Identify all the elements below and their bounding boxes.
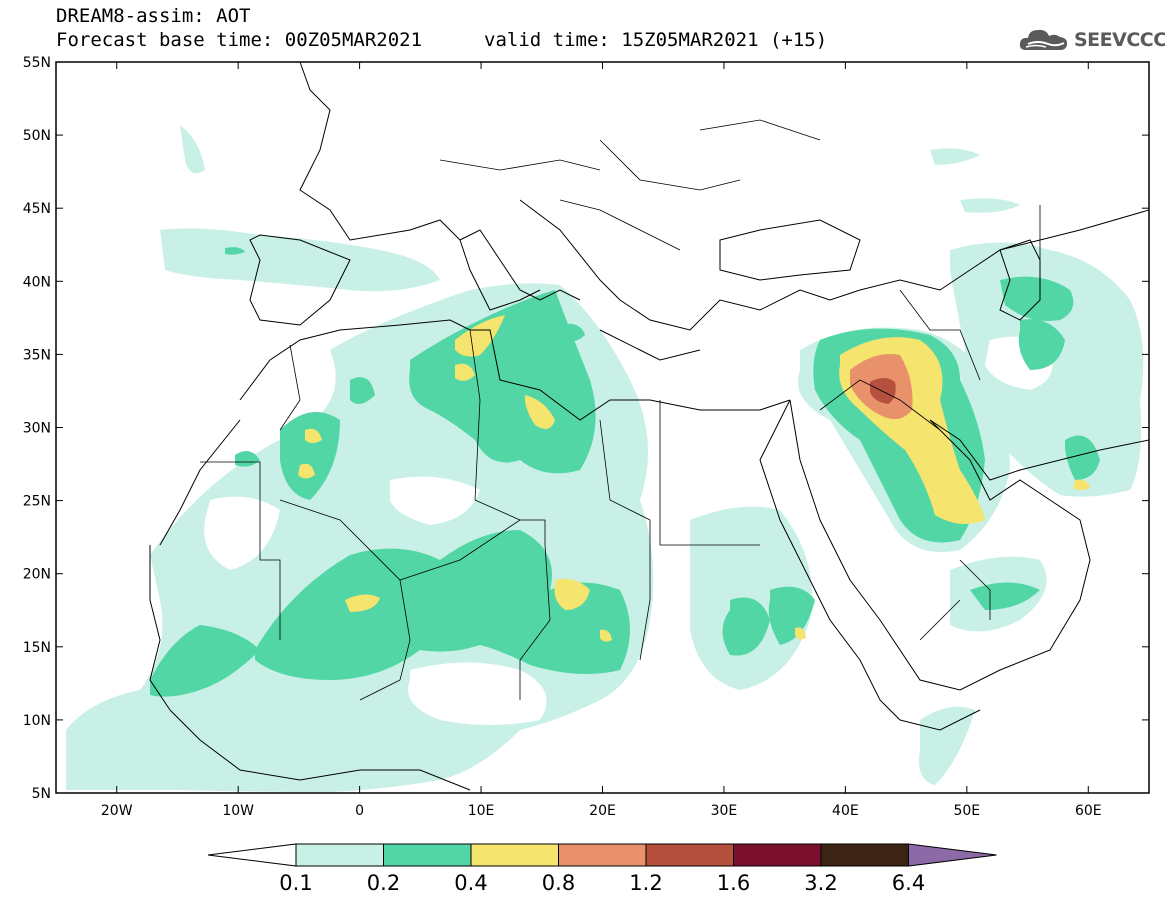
colorbar-swatch (558, 843, 647, 867)
aot-below-0.1-holes (204, 336, 1053, 725)
colorbar-swatch (733, 843, 822, 867)
coastlines (149, 62, 1149, 791)
lat-tick-label: 45N (23, 201, 51, 217)
lon-tick-label: 10E (468, 803, 495, 819)
lat-tick-label: 30N (23, 421, 51, 437)
colorbar-label: 6.4 (892, 871, 925, 895)
logo-text: SEEVCCC (1074, 29, 1165, 51)
lat-tick-label: 50N (23, 128, 51, 144)
colorbar-label: 0.8 (542, 871, 575, 895)
colorbar-label: 1.2 (629, 871, 662, 895)
lon-tick-label: 60E (1075, 803, 1102, 819)
lon-tick-label: 20E (589, 803, 616, 819)
longitude-axis: 20W 10W 0 10E 20E 30E 40E 50E 60E (101, 62, 1102, 819)
lon-tick-label: 0 (355, 803, 364, 819)
lon-tick-label: 50E (953, 803, 980, 819)
base-time: Forecast base time: 00Z05MAR2021 (56, 29, 423, 51)
colorbar-swatch (820, 843, 909, 867)
colorbar-label: 0.4 (454, 871, 487, 895)
lon-tick-label: 20W (101, 803, 133, 819)
lon-tick-label: 30E (711, 803, 738, 819)
lat-tick-label: 40N (23, 274, 51, 290)
colorbar-high-triangle (908, 843, 997, 867)
country-borders (200, 119, 1041, 701)
lat-tick-label: 25N (23, 494, 51, 510)
lat-tick-label: 55N (23, 55, 51, 71)
colorbar-label: 3.2 (804, 871, 837, 895)
aot-field (66, 62, 1149, 792)
lat-tick-label: 15N (23, 640, 51, 656)
colorbar-low-triangle (207, 843, 297, 867)
colorbar-label: 1.6 (717, 871, 750, 895)
lat-tick-label: 35N (23, 347, 51, 363)
lat-tick-label: 10N (23, 713, 51, 729)
lat-tick-label: 20N (23, 567, 51, 583)
lon-tick-label: 10W (222, 803, 254, 819)
seevccc-logo: SEEVCCC (1018, 26, 1165, 54)
colorbar-swatch (470, 843, 559, 867)
colorbar-swatch (383, 843, 472, 867)
cloud-icon (1019, 29, 1068, 50)
colorbar: 0.1 0.2 0.4 0.8 1.2 1.6 3.2 6.4 (207, 843, 997, 895)
latitude-axis: 55N 50N 45N 40N 35N 30N 25N 20N 15N 10N 5N (23, 55, 1149, 802)
colorbar-label: 0.1 (279, 871, 312, 895)
model-title: DREAM8-assim: AOT (56, 5, 251, 27)
colorbar-label: 0.2 (367, 871, 400, 895)
colorbar-swatch (295, 843, 384, 867)
lat-tick-label: 5N (32, 786, 51, 802)
lon-tick-label: 40E (832, 803, 859, 819)
valid-time: valid time: 15Z05MAR2021 (+15) (484, 29, 828, 51)
colorbar-swatch (645, 843, 734, 867)
